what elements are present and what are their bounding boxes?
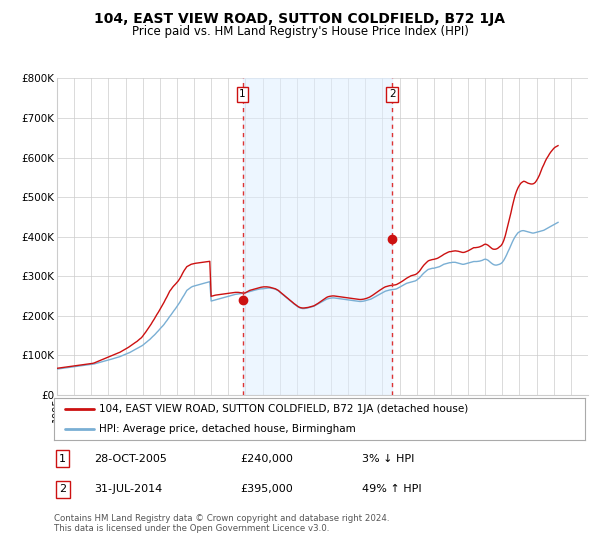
Text: HPI: Average price, detached house, Birmingham: HPI: Average price, detached house, Birm… [99, 424, 356, 434]
Text: 1: 1 [59, 454, 67, 464]
Text: 1: 1 [239, 89, 246, 99]
Text: £395,000: £395,000 [240, 484, 293, 494]
Text: £240,000: £240,000 [240, 454, 293, 464]
Bar [242, 78, 392, 395]
Text: 49% ↑ HPI: 49% ↑ HPI [362, 484, 422, 494]
Text: 104, EAST VIEW ROAD, SUTTON COLDFIELD, B72 1JA: 104, EAST VIEW ROAD, SUTTON COLDFIELD, B… [95, 12, 505, 26]
Text: 2: 2 [59, 484, 67, 494]
Text: 2: 2 [389, 89, 395, 99]
Text: 3% ↓ HPI: 3% ↓ HPI [362, 454, 415, 464]
Text: 28-OCT-2005: 28-OCT-2005 [94, 454, 167, 464]
Text: Contains HM Land Registry data © Crown copyright and database right 2024.
This d: Contains HM Land Registry data © Crown c… [54, 514, 389, 534]
Text: Price paid vs. HM Land Registry's House Price Index (HPI): Price paid vs. HM Land Registry's House … [131, 25, 469, 38]
Text: 31-JUL-2014: 31-JUL-2014 [94, 484, 162, 494]
Text: 104, EAST VIEW ROAD, SUTTON COLDFIELD, B72 1JA (detached house): 104, EAST VIEW ROAD, SUTTON COLDFIELD, B… [99, 404, 469, 414]
